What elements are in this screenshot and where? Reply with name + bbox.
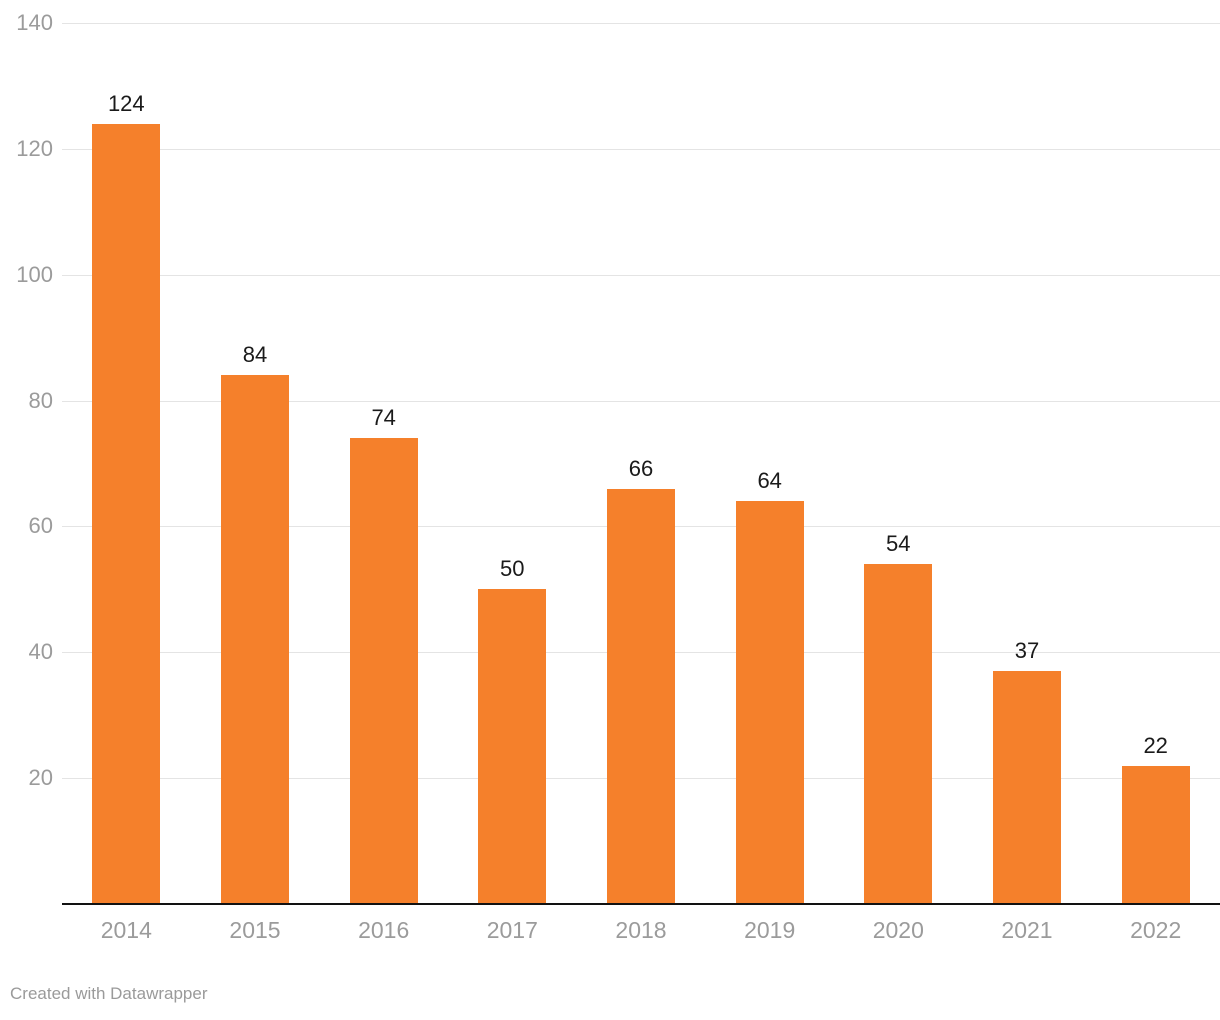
x-axis-category-label: 2014 [100, 917, 152, 943]
bar-value-label: 22 [1143, 732, 1168, 758]
bar-value-label: 66 [628, 455, 654, 481]
bar-value-label: 64 [757, 468, 782, 494]
bar-2019 [735, 501, 804, 904]
x-axis-category-label: 2018 [615, 917, 667, 943]
x-axis-baseline [62, 903, 1220, 905]
bar-2021 [993, 671, 1061, 904]
bar-value-label: 37 [1014, 638, 1040, 664]
x-axis-category-label: 2015 [229, 917, 281, 943]
bar-value-label: 54 [886, 531, 911, 557]
datawrapper-credit-text: Created with Datawrapper [10, 984, 208, 1003]
x-axis-category-label: 2019 [744, 917, 796, 943]
bar-2016 [349, 438, 418, 904]
bar-2018 [607, 488, 675, 904]
y-axis-tick-label: 100 [16, 261, 53, 287]
x-axis-category-label: 2017 [486, 917, 538, 943]
bar-value-label: 74 [371, 405, 396, 431]
bar-2017 [478, 589, 547, 904]
bar-2022 [1121, 765, 1190, 904]
bar-2020 [864, 564, 933, 904]
gridline [62, 400, 1220, 402]
gridline [62, 274, 1220, 276]
bar-2014 [92, 123, 161, 904]
x-axis-category-label: 2021 [1001, 917, 1053, 943]
y-axis-tick-label: 60 [28, 513, 53, 539]
y-axis-tick-label: 40 [28, 639, 53, 665]
gridline [62, 148, 1220, 150]
bar-value-label: 84 [242, 342, 268, 368]
bar-chart: 20 40 60 80 100 120 140 124 2014 84 2015 74 2016 50 20… [16, 10, 1220, 943]
gridline [62, 23, 1220, 24]
y-axis-tick-label: 140 [16, 10, 53, 35]
x-axis-category-label: 2016 [358, 917, 410, 943]
bar-value-label: 50 [500, 556, 525, 582]
x-axis-category-label: 2022 [1130, 917, 1182, 943]
y-axis-tick-label: 20 [28, 765, 53, 791]
bar-2015 [221, 375, 289, 904]
bar-value-label: 124 [107, 90, 145, 116]
y-axis-tick-label: 120 [16, 135, 53, 161]
x-axis-category-label: 2020 [872, 917, 924, 943]
y-axis-tick-label: 80 [28, 387, 53, 413]
